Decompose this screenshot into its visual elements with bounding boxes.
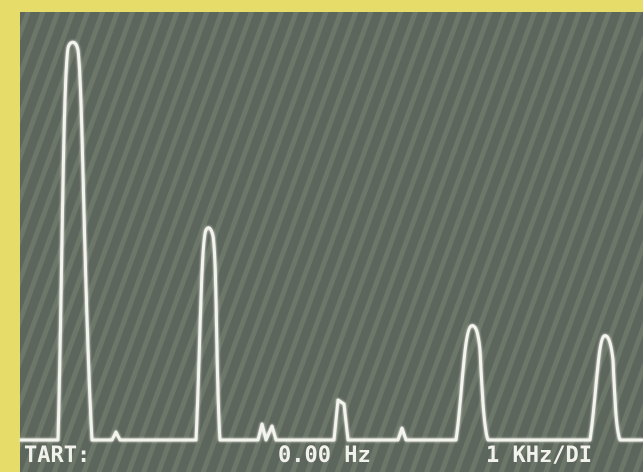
start-frequency: 0.00 Hz	[278, 443, 371, 468]
start-label: TART:	[24, 443, 90, 468]
scale-label: 1 KHz/DI	[486, 443, 592, 468]
screen	[20, 12, 643, 472]
trace	[20, 40, 643, 442]
